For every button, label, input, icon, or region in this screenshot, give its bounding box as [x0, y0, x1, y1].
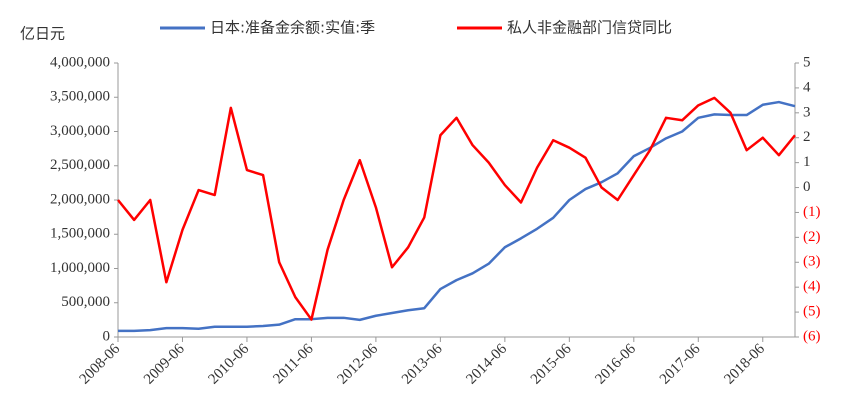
y-tick-label: 1,500,000	[50, 226, 110, 242]
legend-label: 私人非金融部门信贷同比	[507, 19, 672, 37]
y2-tick-label: (6)	[803, 328, 821, 344]
y-tick-label: 3,500,000	[50, 89, 110, 105]
x-tick-label: 2016-06	[592, 341, 639, 388]
y2-tick-label: (1)	[803, 204, 821, 220]
y-tick-label: 4,000,000	[50, 54, 110, 70]
x-tick-label: 2011-06	[270, 341, 317, 388]
y2-tick-label: 4	[803, 79, 811, 95]
y2-tick-label: (4)	[803, 279, 821, 295]
y2-tick-label: (3)	[803, 254, 821, 270]
y2-tick-label: (2)	[803, 229, 821, 245]
x-tick-label: 2013-06	[399, 341, 446, 388]
x-tick-label: 2008-06	[77, 341, 124, 388]
x-tick-label: 2009-06	[141, 341, 188, 388]
y2-tick-label: 3	[803, 104, 811, 120]
y-tick-label: 500,000	[61, 294, 110, 310]
x-tick-label: 2014-06	[463, 341, 510, 388]
y-tick-label: 2,500,000	[50, 157, 110, 173]
legend: 日本:准备金余额:实值:季 私人非金融部门信贷同比	[160, 19, 672, 37]
unit-label: 亿日元	[20, 25, 65, 43]
y2-tick-label: 2	[803, 129, 811, 145]
y-tick-label: 0	[103, 328, 111, 344]
y2-tick-label: 1	[803, 154, 811, 170]
y2-tick-label: 0	[803, 179, 811, 195]
y2-tick-label: 5	[803, 54, 811, 70]
x-tick-label: 2012-06	[334, 341, 381, 388]
x-tick-label: 2015-06	[528, 341, 575, 388]
x-tick-label: 2018-06	[721, 341, 768, 388]
x-tick-label: 2010-06	[206, 341, 253, 388]
series-line	[118, 100, 796, 333]
y2-tick-label: (5)	[803, 304, 821, 320]
x-tick-label: 2017-06	[657, 341, 704, 388]
y-tick-label: 3,000,000	[50, 123, 110, 139]
y-tick-label: 1,000,000	[50, 260, 110, 276]
legend-label: 日本:准备金余额:实值:季	[210, 19, 375, 37]
y-tick-label: 2,000,000	[50, 191, 110, 207]
series-line	[117, 96, 796, 321]
